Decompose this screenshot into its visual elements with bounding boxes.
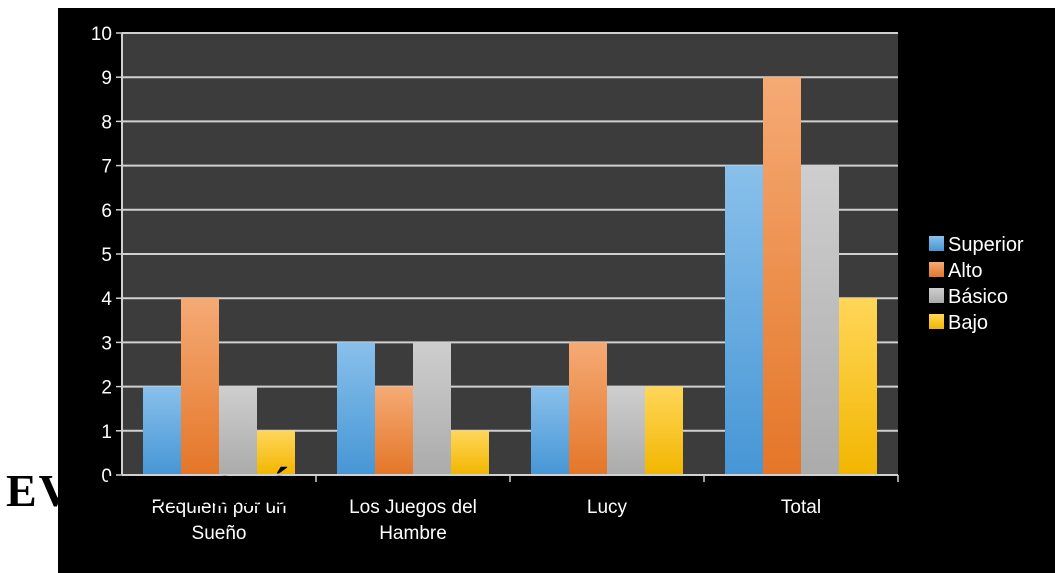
y-tick-label: 7: [101, 157, 112, 178]
bar-básico-1: [219, 386, 257, 475]
bar-alto-1: [181, 298, 219, 475]
bar-alto-4: [763, 77, 801, 475]
legend-label-básico: Básico: [948, 286, 1008, 308]
bar-alto-2: [375, 386, 413, 475]
bar-superior-2: [337, 342, 375, 475]
bars: [143, 77, 877, 475]
x-category-label: Lucy: [587, 497, 628, 518]
bar-básico-2: [413, 342, 451, 475]
x-category-label-line: Lucy: [587, 497, 628, 518]
bar-alto-3: [569, 342, 607, 475]
legend-label-bajo: Bajo: [948, 312, 988, 334]
bar-bajo-3: [645, 386, 683, 475]
x-category-label: Los Juegos del Hambre: [349, 497, 477, 544]
bar-bajo-4: [839, 298, 877, 475]
y-tick-label: 4: [101, 289, 112, 310]
x-category-label-line: Sueño: [192, 523, 247, 544]
bar-chart: 0 1 2 3 4 5 6 7 8 9 10 Requiem por un Sueño Los Juego…: [91, 24, 1024, 544]
y-tick-label: 10: [91, 24, 112, 45]
y-tick-label: 1: [101, 422, 112, 443]
y-tick-label: 9: [101, 68, 112, 89]
bar-superior-1: [143, 386, 181, 475]
legend-swatch-alto: [929, 262, 944, 277]
bar-básico-4: [801, 165, 839, 475]
y-tick-label: 5: [101, 245, 112, 266]
x-category-label-line: Los Juegos del: [349, 497, 477, 518]
y-tick-label: 0: [101, 466, 112, 487]
x-category-label: Requiem por un Sueño: [151, 497, 286, 544]
legend-swatch-superior: [929, 236, 944, 251]
bar-superior-4: [725, 165, 763, 475]
bar-básico-3: [607, 386, 645, 475]
y-tick-label: 8: [101, 112, 112, 133]
y-tick-label: 6: [101, 201, 112, 222]
y-tick-label: 3: [101, 333, 112, 354]
x-category-label-line: Hambre: [379, 523, 447, 544]
legend-swatch-bajo: [929, 314, 944, 329]
legend-label-superior: Superior: [948, 234, 1024, 256]
bar-bajo-1: [257, 430, 295, 475]
legend-label-alto: Alto: [948, 260, 982, 282]
axes: 0 1 2 3 4 5 6 7 8 9 10 Requiem por un Sueño Los Juego…: [91, 24, 899, 544]
x-category-label-line: Requiem por un: [151, 497, 286, 518]
x-category-label: Total: [781, 497, 821, 518]
legend: Superior Alto Básico Bajo: [929, 234, 1024, 334]
legend-swatch-básico: [929, 288, 944, 303]
chart-panel: 0 1 2 3 4 5 6 7 8 9 10 Requiem por un Sueño Los Juego…: [58, 8, 1055, 573]
bar-bajo-2: [451, 430, 489, 475]
y-tick-label: 2: [101, 378, 112, 399]
page-heading: EVALUACIÓN: [6, 465, 335, 516]
x-category-label-line: Total: [781, 497, 821, 518]
bar-superior-3: [531, 386, 569, 475]
